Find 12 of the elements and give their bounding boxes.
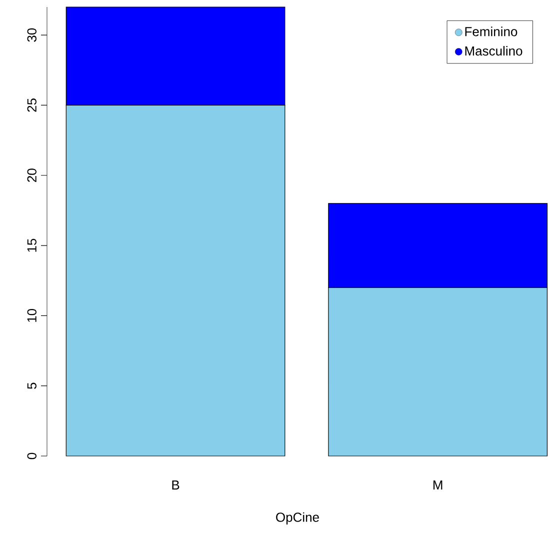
- y-tick-label: 5: [27, 382, 36, 389]
- x-tick-label: B: [172, 480, 180, 490]
- y-tick-label: 15: [27, 238, 36, 252]
- x-axis-title: OpCine: [276, 512, 319, 524]
- legend-label: Masculino: [465, 46, 522, 56]
- y-tick-label: 30: [27, 28, 36, 42]
- y-tick-label: 0: [27, 452, 36, 460]
- x-tick-label: M: [433, 480, 442, 490]
- y-tick-label: 25: [27, 98, 36, 112]
- legend-label: Feminino: [465, 26, 518, 36]
- y-tick-label: 10: [27, 308, 36, 322]
- y-tick-label: 20: [27, 168, 36, 182]
